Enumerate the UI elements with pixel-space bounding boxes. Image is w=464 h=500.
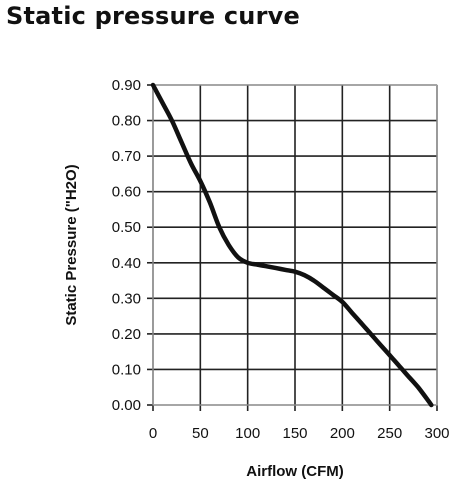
x-tick-label: 50 bbox=[192, 425, 209, 442]
y-tick-label: 0.90 bbox=[112, 77, 141, 94]
chart-title: Static pressure curve bbox=[6, 2, 300, 30]
x-axis-label: Airflow (CFM) bbox=[246, 463, 343, 480]
plot-frame bbox=[152, 84, 438, 406]
x-tick-label: 300 bbox=[424, 425, 449, 442]
y-tick-label: 0.60 bbox=[112, 184, 141, 201]
x-tick-label: 200 bbox=[330, 425, 355, 442]
y-tick-label: 0.00 bbox=[112, 397, 141, 414]
x-tick-label: 0 bbox=[149, 425, 157, 442]
x-tick-label: 100 bbox=[235, 425, 260, 442]
x-tick-label: 150 bbox=[282, 425, 307, 442]
y-axis-label: Static Pressure ("H2O) bbox=[63, 164, 80, 325]
y-tick-label: 0.70 bbox=[112, 148, 141, 165]
y-tick-labels: 0.00 0.10 0.20 0.30 0.40 0.50 0.60 0.70 0.80 0.90 bbox=[112, 77, 141, 414]
x-tick-labels: 0 50 100 150 200 250 300 bbox=[149, 425, 450, 442]
x-tick-label: 250 bbox=[377, 425, 402, 442]
y-tick-label: 0.80 bbox=[112, 113, 141, 130]
y-tick-label: 0.30 bbox=[112, 290, 141, 307]
y-tick-label: 0.50 bbox=[112, 219, 141, 236]
y-tick-label: 0.20 bbox=[112, 326, 141, 343]
y-tick-label: 0.40 bbox=[112, 255, 141, 272]
y-tick-label: 0.10 bbox=[112, 361, 141, 378]
pressure-curve-line bbox=[150, 82, 434, 408]
